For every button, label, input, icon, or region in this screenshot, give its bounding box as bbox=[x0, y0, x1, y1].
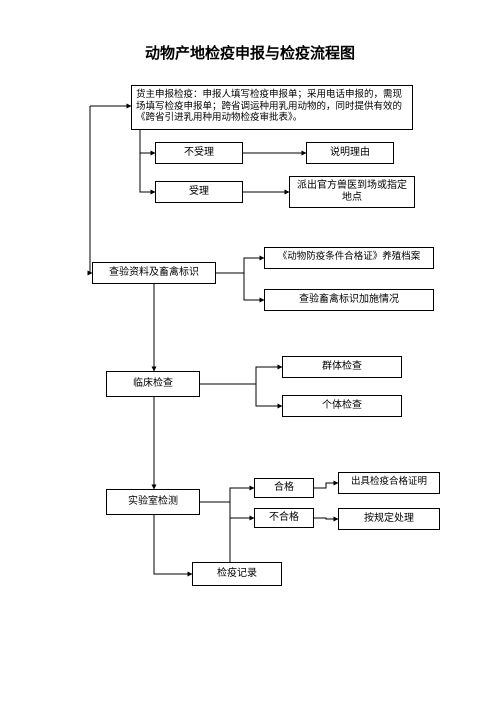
flow-edge bbox=[90, 106, 92, 273]
flowchart-canvas: 动物产地检疫申报与检疫流程图 货主申报检疫：申报人填写检疫申报单；采用电话申报的… bbox=[0, 0, 500, 708]
node-lab: 实验室检测 bbox=[106, 489, 200, 515]
node-cert: 《动物防疫条件合格证》养殖档案 bbox=[264, 247, 434, 269]
flow-edge bbox=[140, 153, 155, 192]
flow-edge bbox=[200, 367, 282, 384]
flow-edge bbox=[216, 258, 264, 273]
node-accept: 受理 bbox=[155, 181, 243, 203]
node-check-doc: 查验资料及畜禽标识 bbox=[92, 262, 216, 284]
node-tag-status: 查验畜禽标识加施情况 bbox=[264, 289, 434, 311]
flow-edge bbox=[256, 384, 282, 406]
node-reject: 不受理 bbox=[155, 142, 243, 164]
node-declare: 货主申报检疫：申报人填写检疫申报单；采用电话申报的，需现场填写检疫申报单；跨省调… bbox=[131, 85, 413, 130]
node-clinic: 临床检查 bbox=[106, 371, 200, 397]
node-record: 检疫记录 bbox=[192, 562, 282, 586]
flow-edge bbox=[154, 515, 192, 574]
diagram-title: 动物产地检疫申报与检疫流程图 bbox=[0, 42, 500, 63]
node-pass: 合格 bbox=[254, 478, 314, 498]
flow-edge bbox=[314, 483, 338, 488]
node-issuecert: 出具检疫合格证明 bbox=[338, 472, 440, 494]
node-dispose: 按规定处理 bbox=[338, 508, 440, 530]
flow-edge bbox=[200, 488, 254, 502]
node-dispatch: 派出官方兽医到场或指定地点 bbox=[289, 176, 415, 208]
node-single: 个体检查 bbox=[282, 395, 402, 417]
node-reason: 说明理由 bbox=[306, 142, 394, 164]
flow-edge bbox=[230, 502, 254, 518]
flow-edge bbox=[244, 273, 264, 300]
node-group: 群体检查 bbox=[282, 356, 402, 378]
flow-edge bbox=[314, 518, 338, 519]
flow-edge bbox=[140, 130, 155, 153]
node-fail: 不合格 bbox=[254, 508, 314, 528]
